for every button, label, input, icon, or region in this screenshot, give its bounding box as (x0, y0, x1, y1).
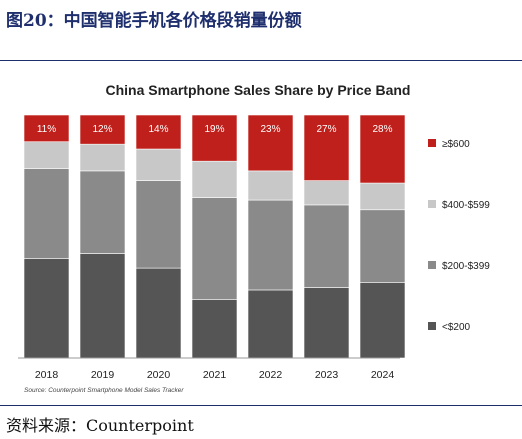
x-tick-label-2021: 2021 (203, 369, 227, 381)
bar-segment-2018-series-2 (23, 141, 70, 169)
legend-label-3: <$200 (442, 322, 471, 333)
chart-source-note: Source: Counterpoint Smartphone Model Sa… (24, 387, 184, 394)
x-tick-label-2023: 2023 (315, 369, 339, 381)
source-caption: 资料来源：Counterpoint (6, 416, 194, 435)
chart-area: China Smartphone Sales Share by Price Ba… (0, 62, 522, 404)
bar-segment-2023-series-1 (303, 204, 350, 288)
data-label-2018: 11% (37, 124, 56, 135)
bar-segment-2023-series-3 (303, 114, 350, 181)
bar-segment-2022-series-2 (247, 170, 294, 201)
bars-group: 11% 12% 14% 19% 23% 27% 28% (23, 114, 406, 359)
data-label-2023: 27% (316, 124, 336, 135)
bar-segment-2020-series-3 (135, 114, 182, 150)
bar-segment-2021-series-1 (191, 197, 238, 300)
top-rule (0, 60, 522, 61)
bar-segment-2022-series-1 (247, 199, 294, 291)
bar-segment-2019-series-1 (79, 170, 126, 254)
bar-segment-2019-series-0 (79, 253, 126, 359)
bar-segment-2022-series-3 (247, 114, 294, 172)
data-label-2020: 14% (148, 124, 168, 135)
bar-segment-2018-series-0 (23, 258, 70, 359)
x-tick-label-2022: 2022 (259, 369, 283, 381)
bar-segment-2022-series-0 (247, 289, 294, 359)
bar-segment-2021-series-2 (191, 160, 238, 198)
bar-segment-2024-series-0 (359, 282, 406, 359)
legend-swatch-2 (428, 261, 436, 269)
bar-segment-2021-series-0 (191, 299, 238, 359)
bar-segment-2023-series-2 (303, 180, 350, 206)
legend: ≥$600 $400-$599 $200-$399 <$200 (428, 139, 490, 333)
data-label-2024: 28% (372, 124, 392, 135)
data-label-2022: 23% (260, 124, 280, 135)
legend-label-0: ≥$600 (442, 139, 470, 150)
data-label-2021: 19% (204, 124, 224, 135)
figure-title: 图20：中国智能手机各价格段销量份额 (6, 11, 302, 31)
bar-segment-2020-series-0 (135, 267, 182, 359)
legend-swatch-1 (428, 200, 436, 208)
bar-segment-2021-series-3 (191, 114, 238, 162)
legend-swatch-3 (428, 322, 436, 330)
legend-swatch-0 (428, 139, 436, 147)
x-tick-label-2024: 2024 (371, 369, 395, 381)
bar-segment-2024-series-3 (359, 114, 406, 184)
bottom-rule (0, 405, 522, 406)
bar-segment-2024-series-1 (359, 209, 406, 283)
bar-segment-2018-series-1 (23, 168, 70, 259)
bar-segment-2024-series-2 (359, 182, 406, 211)
x-tick-label-2018: 2018 (35, 369, 59, 381)
x-tick-labels: 2018 2019 2020 2021 2022 2023 2024 (35, 369, 395, 381)
bar-segment-2023-series-0 (303, 287, 350, 359)
legend-label-2: $200-$399 (442, 261, 490, 272)
x-tick-label-2019: 2019 (91, 369, 115, 381)
bar-segment-2020-series-2 (135, 148, 182, 181)
legend-label-1: $400-$599 (442, 200, 490, 211)
bar-segment-2019-series-2 (79, 143, 126, 172)
bar-segment-2018-series-3 (23, 114, 70, 143)
x-tick-label-2020: 2020 (147, 369, 171, 381)
chart-title: China Smartphone Sales Share by Price Ba… (106, 82, 411, 98)
stacked-bar-chart: China Smartphone Sales Share by Price Ba… (18, 82, 490, 394)
data-label-2019: 12% (92, 124, 112, 135)
bar-segment-2020-series-1 (135, 180, 182, 269)
bar-segment-2019-series-3 (79, 114, 126, 145)
